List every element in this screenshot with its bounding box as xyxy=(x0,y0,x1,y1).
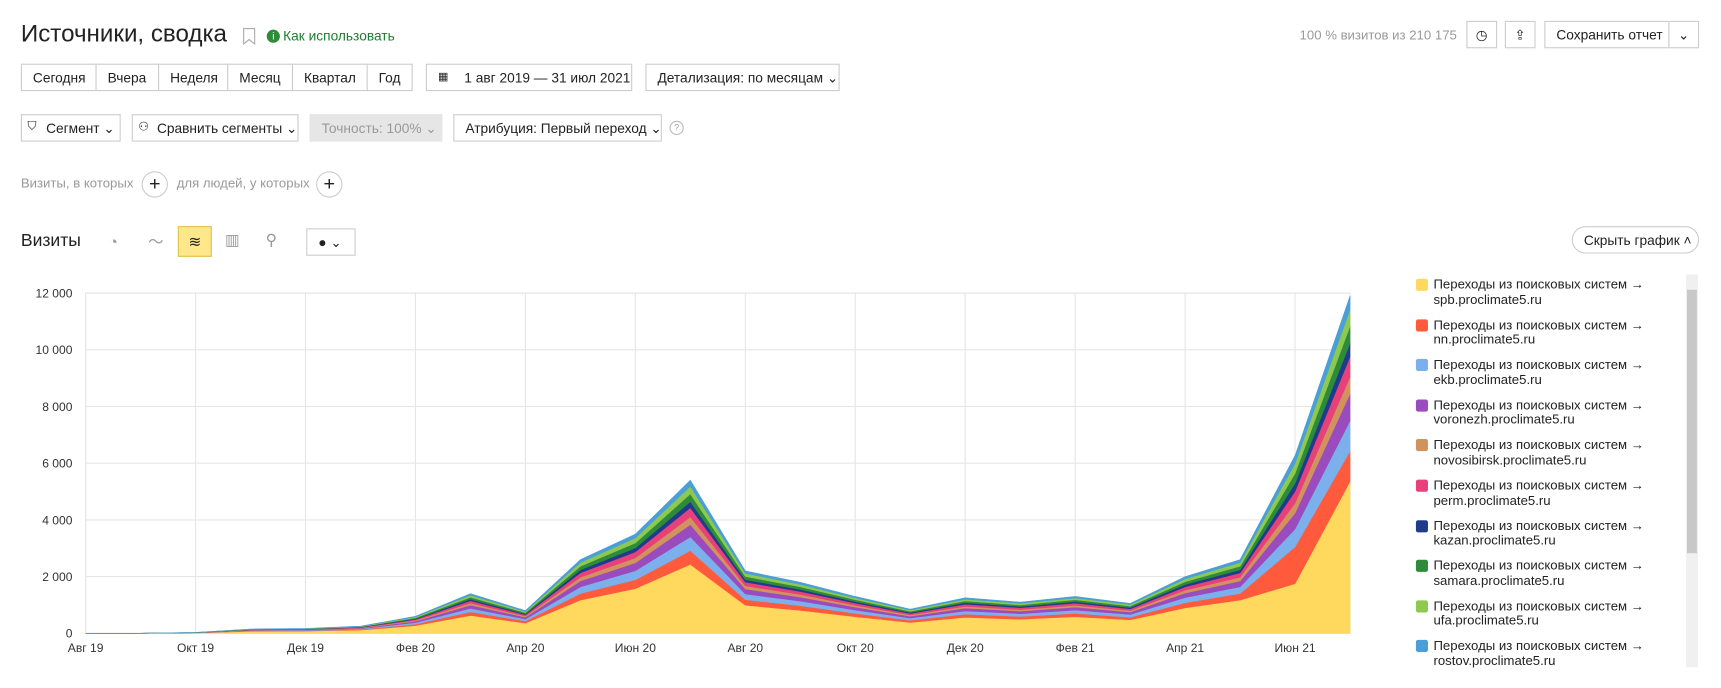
y-tick-label: 6 000 xyxy=(42,457,72,471)
bookmark-icon[interactable] xyxy=(243,27,256,46)
people-condition: для людей, у которых xyxy=(176,175,310,191)
x-tick-label: Дек 19 xyxy=(287,641,324,655)
y-tick-label: 2 000 xyxy=(42,570,72,584)
legend-item[interactable]: Переходы из поисковых систем → novosibir… xyxy=(1415,437,1646,468)
legend-swatch[interactable] xyxy=(1415,600,1428,613)
legend-item[interactable]: Переходы из поисковых систем → voronezh.… xyxy=(1415,397,1646,428)
visits-condition: Визиты, в которых xyxy=(20,175,134,191)
legend-item[interactable]: Переходы из поисковых систем → rostov.pr… xyxy=(1415,638,1646,669)
area-icon[interactable]: ≋ xyxy=(177,226,212,257)
period-button[interactable]: Квартал xyxy=(291,63,368,92)
x-tick-label: Дек 20 xyxy=(947,641,984,655)
attribution-button[interactable]: Атрибуция: Первый переход ⌄ xyxy=(453,114,662,142)
x-tick-label: Июн 21 xyxy=(1274,641,1315,655)
x-tick-label: Фев 20 xyxy=(396,641,435,655)
filter-icon: ⛉ xyxy=(27,119,37,133)
hide-chart-text: Скрыть график xyxy=(1583,232,1680,249)
hide-chart-button[interactable]: Скрыть график ˄ xyxy=(1571,226,1700,254)
detail-text: Детализация: по месяцам xyxy=(657,70,824,86)
accuracy-button: Точность: 100% ⌄ xyxy=(309,114,443,142)
legend-label: Переходы из поисковых систем → ufa.procl… xyxy=(1433,597,1644,629)
x-tick-label: Авг 19 xyxy=(68,641,104,655)
scroll-thumb[interactable] xyxy=(1687,289,1697,554)
legend-item[interactable]: Переходы из поисковых систем → spb.procl… xyxy=(1415,276,1646,308)
add-visit-condition[interactable]: + xyxy=(141,171,168,198)
legend-item[interactable]: Переходы из поисковых систем → ufa.procl… xyxy=(1415,597,1646,629)
calendar-icon: ▦ xyxy=(437,71,449,84)
x-tick-label: Авг 20 xyxy=(728,641,764,655)
y-tick-label: 12 000 xyxy=(36,286,73,300)
x-tick-label: Апр 20 xyxy=(506,641,544,655)
map-icon[interactable]: ⚲ xyxy=(265,230,277,249)
y-tick-label: 0 xyxy=(66,627,73,641)
legend-label: Переходы из поисковых систем → perm.proc… xyxy=(1433,477,1644,508)
legend-label: Переходы из поисковых систем → rostov.pr… xyxy=(1433,638,1644,669)
legend-item[interactable]: Переходы из поисковых систем → nn.procli… xyxy=(1415,316,1646,348)
legend-swatch[interactable] xyxy=(1415,640,1428,653)
legend-item[interactable]: Переходы из поисковых систем → kazan.pro… xyxy=(1415,517,1646,549)
legend-swatch[interactable] xyxy=(1415,519,1428,532)
x-tick-label: Окт 19 xyxy=(177,641,214,655)
area xyxy=(85,295,1351,634)
accuracy-text: Точность: 100% xyxy=(321,120,422,137)
period-button[interactable]: Месяц xyxy=(227,63,294,92)
legend-swatch[interactable] xyxy=(1415,559,1428,573)
legend-swatch[interactable] xyxy=(1415,318,1428,332)
history-button[interactable]: ◷ xyxy=(1466,20,1498,49)
save-button[interactable]: Сохранить отчет xyxy=(1544,20,1670,49)
period-button[interactable]: Сегодня xyxy=(20,63,97,92)
legend-swatch[interactable] xyxy=(1415,479,1428,492)
detail-select[interactable]: Детализация: по месяцам ⌄ xyxy=(645,63,840,92)
x-tick-label: Июн 20 xyxy=(615,641,656,655)
scrollbar[interactable] xyxy=(1685,274,1698,668)
notes-button[interactable]: ● ⌄ xyxy=(306,228,356,256)
x-tick-label: Фев 21 xyxy=(1056,641,1095,655)
legend-swatch[interactable] xyxy=(1415,359,1428,372)
segment-text: Сегмент xyxy=(46,120,100,137)
info-icon: i xyxy=(266,29,280,43)
legend-label: Переходы из поисковых систем → kazan.pro… xyxy=(1433,517,1644,548)
help-link[interactable]: Как использовать xyxy=(283,28,395,44)
legend-swatch[interactable] xyxy=(1415,439,1428,452)
y-tick-label: 4 000 xyxy=(42,513,72,527)
pie-icon[interactable]: ◔ xyxy=(108,232,118,251)
legend-swatch[interactable] xyxy=(1415,399,1428,412)
legend-item[interactable]: Переходы из поисковых систем → ekb.procl… xyxy=(1415,356,1646,388)
y-tick-label: 10 000 xyxy=(36,343,73,357)
bar-icon[interactable]: ▥ xyxy=(225,230,240,249)
x-tick-label: Апр 21 xyxy=(1166,641,1204,655)
x-tick-label: Окт 20 xyxy=(837,641,874,655)
legend-label: Переходы из поисковых систем → voronezh.… xyxy=(1433,397,1644,428)
segment-button[interactable]: Сегмент ⌄ xyxy=(20,114,121,142)
export-button[interactable]: ⇪ xyxy=(1504,20,1536,49)
legend-label: Переходы из поисковых систем → nn.procli… xyxy=(1433,316,1644,347)
title: Источники, сводка xyxy=(20,19,227,48)
legend-item[interactable]: Переходы из поисковых систем → samara.pr… xyxy=(1415,557,1646,589)
visits-info: 100 % визитов из 210 175 xyxy=(1299,27,1457,43)
date-range[interactable]: 1 авг 2019 — 31 июл 2021 xyxy=(425,63,633,92)
legend-label: Переходы из поисковых систем → samara.pr… xyxy=(1433,557,1644,588)
help-icon[interactable]: ? xyxy=(669,120,684,136)
line-icon[interactable]: 〜 xyxy=(148,232,164,251)
compare-icon: ⚇ xyxy=(138,120,150,134)
compare-text: Сравнить сегменты xyxy=(156,120,283,137)
compare-button[interactable]: Сравнить сегменты ⌄ xyxy=(131,114,299,142)
legend-label: Переходы из поисковых систем → spb.procl… xyxy=(1433,276,1644,307)
chart-title: Визиты xyxy=(20,231,81,251)
add-people-condition[interactable]: + xyxy=(316,171,343,198)
y-tick-label: 8 000 xyxy=(42,400,72,414)
legend-label: Переходы из поисковых систем → ekb.procl… xyxy=(1433,356,1644,388)
legend-swatch[interactable] xyxy=(1415,278,1428,291)
period-button[interactable]: Год xyxy=(366,63,413,92)
save-dropdown[interactable]: ⌄ xyxy=(1668,20,1700,49)
legend-label: Переходы из поисковых систем → novosibir… xyxy=(1433,437,1644,468)
attribution-text: Атрибуция: Первый переход xyxy=(465,120,647,137)
legend-item[interactable]: Переходы из поисковых систем → perm.proc… xyxy=(1415,477,1646,509)
